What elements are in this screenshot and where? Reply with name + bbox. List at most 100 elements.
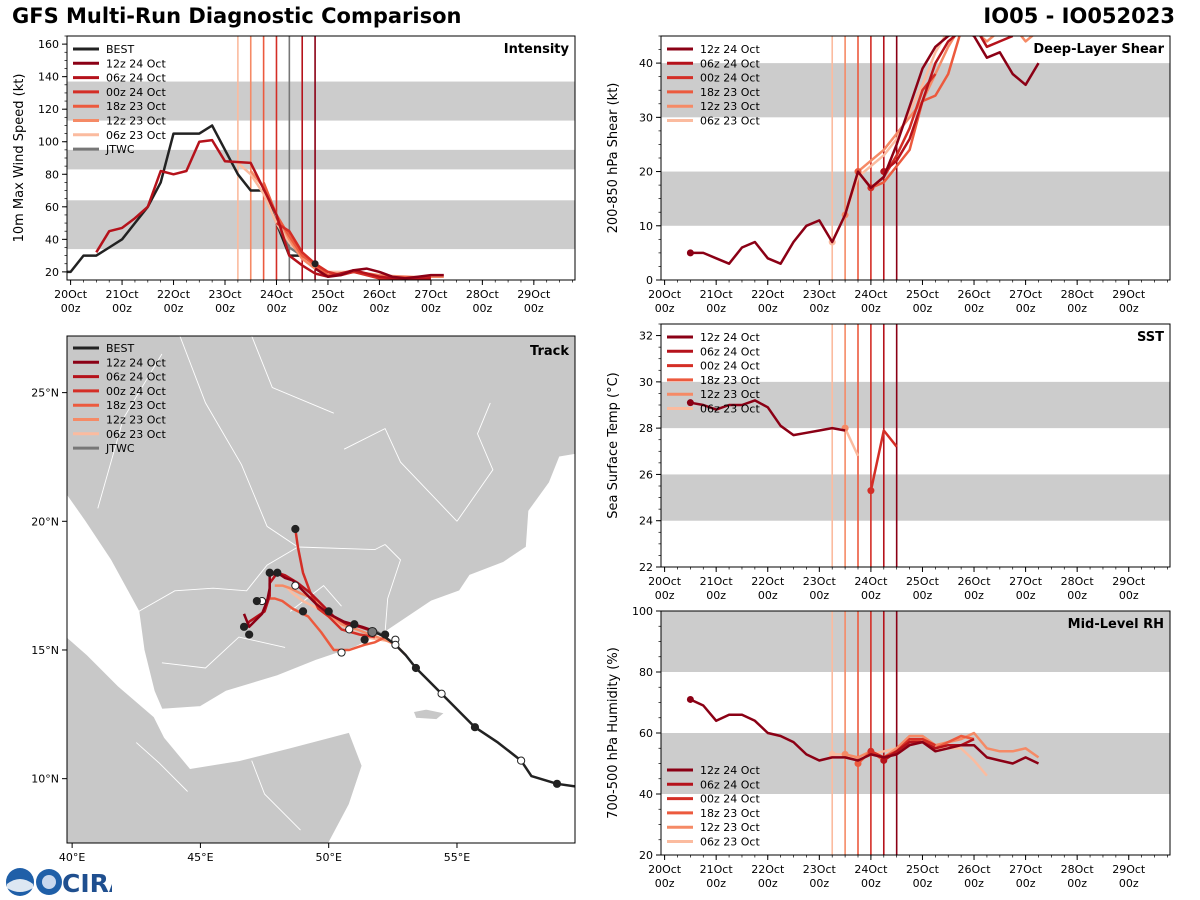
shaded-band: [67, 149, 575, 170]
x-tick-label-hour: 00z: [421, 302, 441, 315]
series-start-marker-00z-24-oct: [867, 487, 875, 495]
series-group: [686, 399, 898, 495]
legend-label-06z-24-oct: 06z 24 Oct: [700, 345, 760, 358]
x-tick-label-day: 20Oct: [648, 288, 682, 301]
x-tick-label-hour: 00z: [1119, 589, 1139, 602]
x-tick-label-day: 25Oct: [906, 575, 940, 588]
x-tick-label-hour: 00z: [655, 302, 675, 315]
track-position-marker: [391, 640, 400, 649]
legend-label-00z-24-oct: 00z 24 Oct: [700, 360, 760, 373]
series-line-best: [67, 124, 316, 274]
x-tick-label-hour: 00z: [758, 877, 778, 890]
x-tick-label-hour: 00z: [809, 877, 829, 890]
legend-label-18z-23-oct: 18z 23 Oct: [106, 100, 166, 113]
country-border: [343, 427, 458, 522]
country-border: [456, 402, 494, 522]
shaded-band: [661, 171, 1170, 226]
country-border: [384, 544, 402, 633]
x-tick-label-day: 22Oct: [751, 575, 785, 588]
track-position-marker: [360, 635, 369, 644]
legend-label-best: BEST: [106, 43, 134, 56]
series-start-marker-12z-24-oct: [686, 399, 694, 407]
x-tick-label-day: 21Oct: [700, 288, 734, 301]
x-tick-label-hour: 00z: [524, 302, 544, 315]
y-tick-label: 20: [639, 849, 653, 862]
legend-label-06z-23-oct: 06z 23 Oct: [700, 115, 760, 128]
y-tick-label: 28: [639, 422, 653, 435]
x-tick-label: 55°E: [444, 851, 470, 864]
track-position-marker: [298, 607, 308, 616]
track-position-marker: [265, 568, 274, 577]
track-position-marker: [345, 625, 354, 634]
series-group: [67, 124, 444, 280]
x-tick-label-hour: 00z: [913, 302, 933, 315]
series-line-12z-24-oct: [690, 399, 846, 437]
x-tick-label-hour: 00z: [215, 302, 235, 315]
track-panel: 40°E 45°E 50°E 55°E 10°N 15°N 20°N 25°N Track BES…: [31, 335, 576, 864]
x-tick-label-day: 20Oct: [648, 575, 682, 588]
x-tick-label-day: 20Oct: [648, 863, 682, 876]
x-tick-label-hour: 00z: [1067, 877, 1087, 890]
series-start-marker-12z-24-oct: [686, 249, 694, 257]
x-tick-label-day: 26Oct: [363, 288, 397, 301]
y-tick-label: 40: [639, 57, 653, 70]
x-tick-label-hour: 00z: [913, 877, 933, 890]
x-tick-label-hour: 00z: [758, 589, 778, 602]
y-tick-label: 20°N: [31, 515, 59, 528]
series-group: [686, 36, 1040, 265]
legend-label-12z-24-oct: 12z 24 Oct: [700, 43, 760, 56]
track-position-marker: [381, 630, 390, 639]
series-line-00z-24-oct: [869, 429, 898, 491]
series-line-06z-24-oct: [882, 36, 1014, 173]
legend-label-06z-23-oct: 06z 23 Oct: [700, 403, 760, 416]
x-tick-label-day: 21Oct: [106, 288, 140, 301]
panel-title: SST: [1137, 330, 1164, 345]
panel-title: Intensity: [504, 42, 570, 57]
x-tick-label-hour: 00z: [861, 302, 881, 315]
y-tick-label: 10: [639, 220, 653, 233]
track-position-marker: [367, 626, 378, 637]
shear-panel: 01020304020Oct00z21Oct00z22Oct00z23Oct00…: [606, 35, 1171, 315]
x-tick-label: 50°E: [315, 851, 341, 864]
y-tick-label: 100: [632, 605, 653, 618]
x-tick-label-hour: 00z: [655, 589, 675, 602]
x-tick-label-day: 28Oct: [1061, 575, 1095, 588]
legend-label-12z-24-oct: 12z 24 Oct: [700, 764, 760, 777]
y-tick-label: 0: [646, 274, 653, 287]
y-tick-label: 32: [639, 330, 653, 343]
track-position-marker: [291, 524, 300, 534]
x-tick-label-day: 24Oct: [854, 863, 888, 876]
x-tick-label-day: 23Oct: [803, 288, 837, 301]
track-position-marker: [239, 622, 249, 631]
x-tick-label-day: 26Oct: [958, 863, 992, 876]
track-line-12z-24-oct: [242, 571, 378, 634]
x-tick-label-hour: 00z: [809, 302, 829, 315]
legend-label-06z-24-oct: 06z 24 Oct: [700, 778, 760, 791]
x-tick-label-day: 27Oct: [1009, 288, 1043, 301]
x-tick-label-hour: 00z: [1016, 877, 1036, 890]
track-position-marker: [252, 596, 261, 606]
x-tick-label-day: 27Oct: [1009, 575, 1043, 588]
intensity-panel: 2040608010012014016020Oct00z21Oct00z22Oc…: [12, 35, 576, 315]
map-group: [67, 336, 575, 843]
x-tick-label-hour: 00z: [655, 877, 675, 890]
x-tick-label-day: 25Oct: [906, 288, 940, 301]
legend-label-18z-23-oct: 18z 23 Oct: [700, 374, 760, 387]
x-tick-label-hour: 00z: [1016, 589, 1036, 602]
x-tick-label-hour: 00z: [318, 302, 338, 315]
legend-label-jtwc: JTWC: [105, 143, 135, 156]
y-tick-label: 40: [45, 233, 59, 246]
panel-title: Mid-Level RH: [1068, 617, 1164, 632]
y-tick-label: 60: [639, 727, 653, 740]
x-tick-label-hour: 00z: [809, 589, 829, 602]
x-tick-label-day: 29Oct: [1112, 575, 1146, 588]
x-tick-label-day: 23Oct: [803, 863, 837, 876]
x-tick-label-day: 23Oct: [208, 288, 242, 301]
x-tick-label-day: 29Oct: [1112, 288, 1146, 301]
x-tick-label-day: 21Oct: [700, 575, 734, 588]
x-tick-label-hour: 00z: [1119, 302, 1139, 315]
y-tick-label: 20: [45, 266, 59, 279]
x-tick-label-day: 26Oct: [958, 288, 992, 301]
x-tick-label: 40°E: [59, 851, 85, 864]
